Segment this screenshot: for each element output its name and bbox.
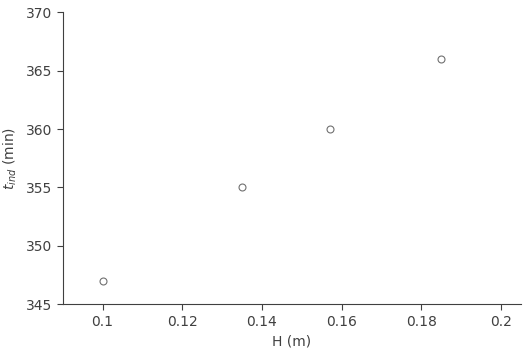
Text: $t_{ind}$ (min): $t_{ind}$ (min) [1,127,18,190]
X-axis label: H (m): H (m) [272,334,312,348]
